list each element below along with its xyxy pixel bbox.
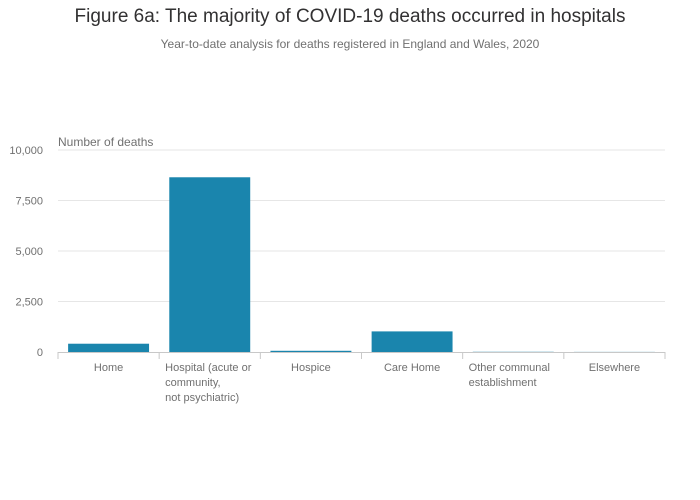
chart-subtitle: Year-to-date analysis for deaths registe… — [160, 37, 540, 51]
x-axis — [57, 352, 666, 359]
y-tick-label: 0 — [37, 347, 43, 359]
gridlines — [58, 149, 665, 302]
y-tick-label: 2,500 — [15, 297, 43, 309]
bar[interactable] — [371, 331, 453, 352]
x-tick-label: Home — [94, 362, 123, 374]
y-axis-label: Number of deaths — [58, 135, 153, 149]
bar[interactable] — [68, 343, 150, 352]
y-tick-label: 5,000 — [15, 246, 43, 258]
bar[interactable] — [169, 177, 251, 352]
x-tick-label: Elsewhere — [589, 362, 640, 374]
x-tick-label: Other communal establishment — [469, 362, 550, 389]
x-tick-label: Hospice — [291, 362, 331, 374]
y-tick-label: 10,000 — [9, 145, 43, 157]
x-tick-label: Hospital (acute or community, not psychiat… — [165, 362, 252, 404]
x-tick-label: Care Home — [384, 362, 440, 374]
x-axis-tick-labels: Home Hospital (acute or community, not psyc… — [94, 362, 640, 404]
bar[interactable] — [270, 350, 352, 352]
y-tick-label: 7,500 — [15, 196, 43, 208]
chart-title: Figure 6a: The majority of COVID-19 deat… — [74, 6, 626, 27]
y-axis-tick-labels: 0 2,500 5,000 7,500 10,000 — [9, 145, 43, 359]
bars — [68, 177, 655, 352]
